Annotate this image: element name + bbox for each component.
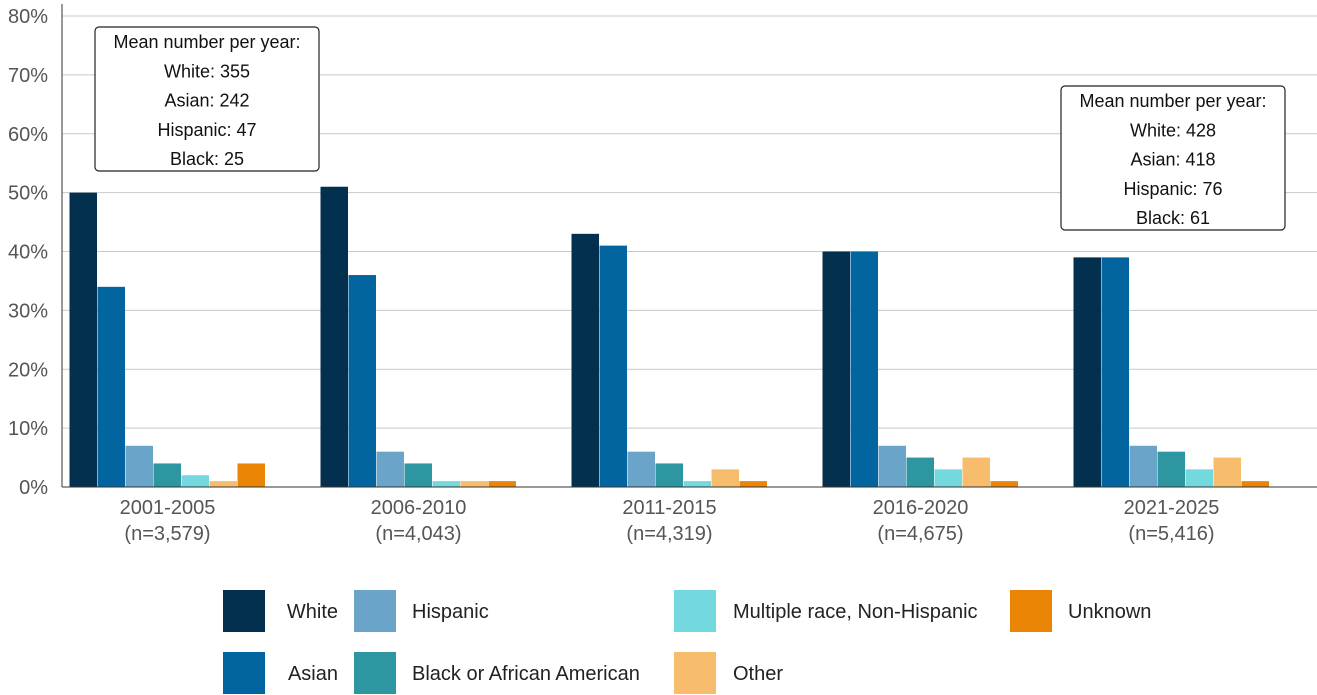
bar-asian-2006-2010	[348, 275, 376, 487]
annotation-frame	[1060, 85, 1286, 231]
annotation-text: Mean number per year:	[113, 32, 300, 52]
y-tick-label: 70%	[8, 65, 48, 87]
y-tick-label: 0%	[19, 477, 48, 499]
legend-label: White	[287, 601, 338, 623]
bar-other-2016-2020	[962, 457, 990, 487]
annotation-text: Hispanic: 76	[1123, 179, 1222, 199]
legend-item-unknown: Unknown	[1010, 590, 1151, 632]
legend-swatch	[223, 590, 265, 632]
bars	[69, 186, 1269, 488]
bar-white-2006-2010	[320, 186, 348, 488]
bar-black-or-african-american-2011-2015	[655, 463, 683, 487]
x-tick-label: 2011-2015	[622, 497, 716, 519]
annotation-box: Mean number per year: White: 355 Asian: 24…	[94, 26, 320, 172]
x-tick-sublabel: (n=4,675)	[877, 523, 963, 545]
bar-other-2021-2025	[1213, 457, 1241, 487]
legend-item-asian: Asian	[223, 652, 338, 694]
bar-multiple-race-non-hispanic-2001-2005	[181, 475, 209, 487]
y-tick-label: 30%	[8, 300, 48, 322]
legend-label: Black or African American	[412, 663, 640, 685]
legend: White Asian Hispanic Black or African Ameri…	[223, 590, 1151, 694]
bar-hispanic-2016-2020	[878, 445, 906, 487]
legend-item-other: Other	[674, 652, 783, 694]
bar-other-2006-2010	[460, 481, 488, 487]
x-tick-sublabel: (n=4,043)	[375, 523, 461, 545]
bar-white-2011-2015	[571, 233, 599, 487]
bar-multiple-race-non-hispanic-2016-2020	[934, 469, 962, 487]
bar-white-2001-2005	[69, 192, 97, 487]
legend-swatch	[223, 652, 265, 694]
annotation-text: Black: 25	[170, 149, 244, 169]
x-tick-label: 2016-2020	[873, 497, 969, 519]
x-tick-sublabel: (n=5,416)	[1128, 523, 1214, 545]
bar-black-or-african-american-2021-2025	[1157, 451, 1185, 487]
bar-hispanic-2006-2010	[376, 451, 404, 487]
y-tick-label: 50%	[8, 183, 48, 205]
x-tick-sublabel: (n=3,579)	[124, 523, 210, 545]
y-tick-label: 20%	[8, 359, 48, 381]
bar-unknown-2006-2010	[488, 481, 516, 487]
legend-item-multiple-race-non-hispanic: Multiple race, Non-Hispanic	[674, 590, 978, 632]
x-tick-label: 2001-2005	[120, 497, 216, 519]
bar-unknown-2011-2015	[739, 481, 767, 487]
bar-white-2016-2020	[822, 251, 850, 487]
legend-swatch	[1010, 590, 1052, 632]
bar-unknown-2016-2020	[990, 481, 1018, 487]
annotation-box: Mean number per year: White: 428 Asian: 41…	[1060, 85, 1286, 231]
bar-unknown-2001-2005	[237, 463, 265, 487]
y-tick-label: 60%	[8, 124, 48, 146]
bar-multiple-race-non-hispanic-2021-2025	[1185, 469, 1213, 487]
bar-asian-2001-2005	[97, 286, 125, 487]
legend-label: Multiple race, Non-Hispanic	[733, 601, 978, 623]
annotation-text: Asian: 418	[1130, 150, 1215, 170]
bar-hispanic-2021-2025	[1129, 445, 1157, 487]
legend-label: Other	[733, 663, 783, 685]
x-tick-sublabel: (n=4,319)	[626, 523, 712, 545]
annotation-text: Black: 61	[1136, 208, 1210, 228]
bar-asian-2016-2020	[850, 251, 878, 487]
y-tick-label: 40%	[8, 242, 48, 264]
annotations: Mean number per year: White: 355 Asian: 24…	[94, 26, 1286, 231]
bar-black-or-african-american-2006-2010	[404, 463, 432, 487]
legend-label: Hispanic	[412, 601, 489, 623]
annotation-text: Mean number per year:	[1079, 91, 1266, 111]
bar-hispanic-2011-2015	[627, 451, 655, 487]
annotation-text: Hispanic: 47	[157, 120, 256, 140]
bar-asian-2011-2015	[599, 245, 627, 487]
bar-other-2011-2015	[711, 469, 739, 487]
y-tick-label: 10%	[8, 418, 48, 440]
annotation-frame	[94, 26, 320, 172]
legend-swatch	[674, 652, 716, 694]
bar-black-or-african-american-2016-2020	[906, 457, 934, 487]
legend-label: Asian	[288, 663, 338, 685]
annotation-text: White: 428	[1130, 120, 1216, 140]
bar-other-2001-2005	[209, 481, 237, 487]
legend-swatch	[354, 590, 396, 632]
bar-multiple-race-non-hispanic-2011-2015	[683, 481, 711, 487]
legend-item-white: White	[223, 590, 338, 632]
legend-item-hispanic: Hispanic	[354, 590, 489, 632]
bar-multiple-race-non-hispanic-2006-2010	[432, 481, 460, 487]
legend-swatch	[354, 652, 396, 694]
legend-item-black-or-african-american: Black or African American	[354, 652, 640, 694]
legend-label: Unknown	[1068, 601, 1151, 623]
annotation-text: Asian: 242	[164, 91, 249, 111]
bar-white-2021-2025	[1073, 257, 1101, 487]
y-tick-label: 80%	[8, 6, 48, 28]
x-tick-label: 2006-2010	[371, 497, 467, 519]
x-tick-label: 2021-2025	[1124, 497, 1220, 519]
bar-hispanic-2001-2005	[125, 445, 153, 487]
axes: 0% 10% 20% 30% 40% 50% 60% 70% 80% 2001-2005 (n=3,…	[8, 4, 1317, 545]
bar-asian-2021-2025	[1101, 257, 1129, 487]
annotation-text: White: 355	[164, 61, 250, 81]
bar-unknown-2021-2025	[1241, 481, 1269, 487]
legend-swatch	[674, 590, 716, 632]
bar-black-or-african-american-2001-2005	[153, 463, 181, 487]
